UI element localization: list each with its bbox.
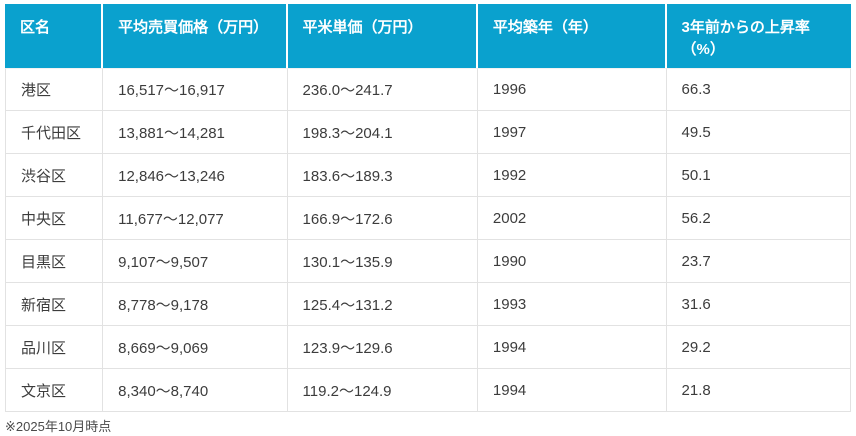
cell-rise-rate: 21.8	[666, 369, 851, 412]
header-ward-name: 区名	[5, 4, 104, 68]
cell-ward-name: 港区	[5, 68, 104, 111]
cell-rise-rate: 66.3	[666, 68, 851, 111]
table-row: 中央区 11,677〜12,077 166.9〜172.6 2002 56.2	[5, 197, 851, 240]
cell-built-year: 1992	[477, 154, 667, 197]
header-built-year: 平均築年（年）	[477, 4, 667, 68]
table-body: 港区 16,517〜16,917 236.0〜241.7 1996 66.3 千…	[5, 68, 851, 412]
cell-avg-price: 11,677〜12,077	[103, 197, 288, 240]
cell-unit-price: 123.9〜129.6	[287, 326, 478, 369]
header-rise-rate: 3年前からの上昇率 （%）	[666, 4, 851, 68]
cell-ward-name: 渋谷区	[5, 154, 104, 197]
cell-ward-name: 目黒区	[5, 240, 104, 283]
cell-rise-rate: 29.2	[666, 326, 851, 369]
cell-built-year: 1996	[477, 68, 667, 111]
cell-built-year: 2002	[477, 197, 667, 240]
table-row: 品川区 8,669〜9,069 123.9〜129.6 1994 29.2	[5, 326, 851, 369]
table-header: 区名 平均売買価格（万円） 平米単価（万円） 平均築年（年） 3年前からの上昇率…	[5, 4, 851, 68]
header-avg-price: 平均売買価格（万円）	[103, 4, 288, 68]
cell-unit-price: 198.3〜204.1	[287, 111, 478, 154]
cell-unit-price: 125.4〜131.2	[287, 283, 478, 326]
cell-ward-name: 品川区	[5, 326, 104, 369]
cell-ward-name: 文京区	[5, 369, 104, 412]
cell-avg-price: 16,517〜16,917	[103, 68, 288, 111]
cell-ward-name: 中央区	[5, 197, 104, 240]
cell-unit-price: 183.6〜189.3	[287, 154, 478, 197]
cell-built-year: 1990	[477, 240, 667, 283]
cell-built-year: 1994	[477, 369, 667, 412]
cell-rise-rate: 31.6	[666, 283, 851, 326]
cell-built-year: 1994	[477, 326, 667, 369]
cell-unit-price: 166.9〜172.6	[287, 197, 478, 240]
table-row: 港区 16,517〜16,917 236.0〜241.7 1996 66.3	[5, 68, 851, 111]
cell-ward-name: 新宿区	[5, 283, 104, 326]
table-row: 渋谷区 12,846〜13,246 183.6〜189.3 1992 50.1	[5, 154, 851, 197]
ward-price-table: 区名 平均売買価格（万円） 平米単価（万円） 平均築年（年） 3年前からの上昇率…	[5, 4, 851, 412]
footnote: ※2025年10月時点	[5, 419, 112, 434]
cell-avg-price: 13,881〜14,281	[103, 111, 288, 154]
cell-avg-price: 9,107〜9,507	[103, 240, 288, 283]
table-row: 新宿区 8,778〜9,178 125.4〜131.2 1993 31.6	[5, 283, 851, 326]
cell-avg-price: 8,778〜9,178	[103, 283, 288, 326]
header-row: 区名 平均売買価格（万円） 平米単価（万円） 平均築年（年） 3年前からの上昇率…	[5, 4, 851, 68]
cell-rise-rate: 50.1	[666, 154, 851, 197]
cell-ward-name: 千代田区	[5, 111, 104, 154]
cell-built-year: 1997	[477, 111, 667, 154]
cell-avg-price: 8,669〜9,069	[103, 326, 288, 369]
cell-avg-price: 8,340〜8,740	[103, 369, 288, 412]
cell-unit-price: 236.0〜241.7	[287, 68, 478, 111]
cell-unit-price: 130.1〜135.9	[287, 240, 478, 283]
cell-built-year: 1993	[477, 283, 667, 326]
header-unit-price: 平米単価（万円）	[287, 4, 478, 68]
cell-rise-rate: 23.7	[666, 240, 851, 283]
table-row: 文京区 8,340〜8,740 119.2〜124.9 1994 21.8	[5, 369, 851, 412]
cell-unit-price: 119.2〜124.9	[287, 369, 478, 412]
cell-rise-rate: 56.2	[666, 197, 851, 240]
table-row: 目黒区 9,107〜9,507 130.1〜135.9 1990 23.7	[5, 240, 851, 283]
table-row: 千代田区 13,881〜14,281 198.3〜204.1 1997 49.5	[5, 111, 851, 154]
cell-avg-price: 12,846〜13,246	[103, 154, 288, 197]
cell-rise-rate: 49.5	[666, 111, 851, 154]
